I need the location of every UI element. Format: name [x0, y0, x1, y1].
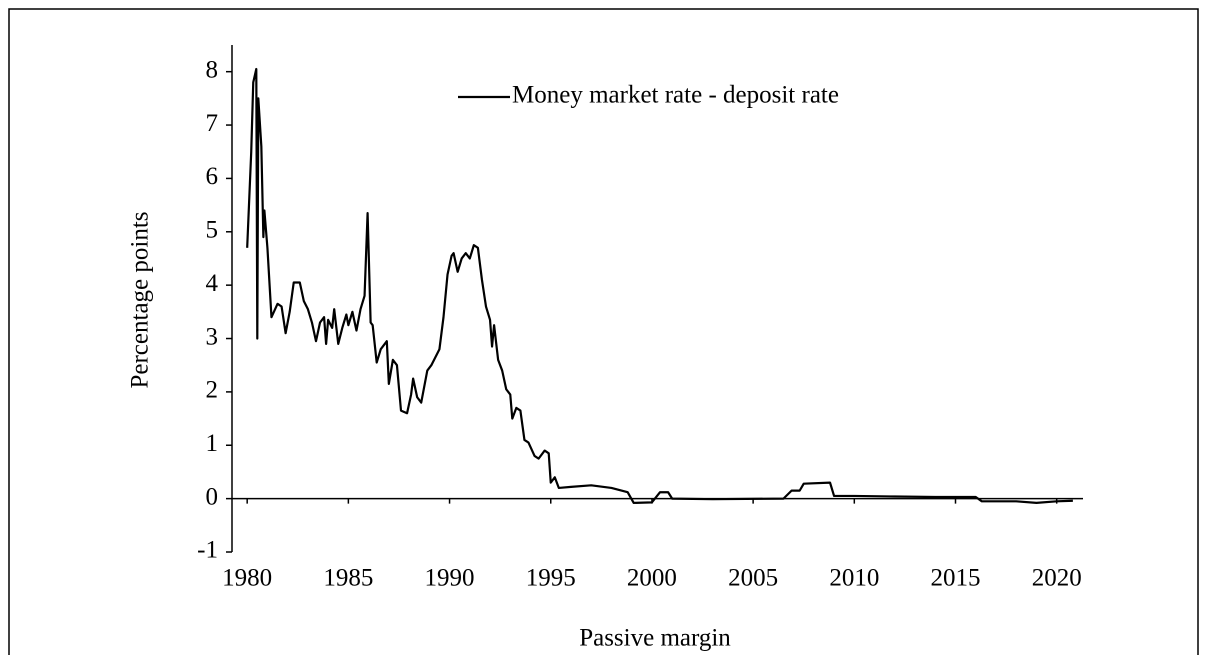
- x-tick-label: 2005: [728, 565, 778, 592]
- data-line: [246, 67, 1073, 504]
- y-axis-label: Percentage points: [127, 211, 154, 388]
- y-tick-label: 8: [206, 56, 219, 83]
- y-tick-label: 4: [206, 270, 219, 297]
- x-tick-label: 2015: [931, 565, 981, 592]
- x-tick-label: 2020: [1032, 565, 1082, 592]
- x-tick-label: 1990: [425, 565, 475, 592]
- y-tick-label: 1: [206, 430, 219, 457]
- y-tick-label: 2: [206, 377, 219, 404]
- y-tick-label: 0: [206, 483, 219, 510]
- y-tick-label: -1: [197, 537, 218, 564]
- x-tick-label: 1980: [222, 565, 272, 592]
- y-tick-label: 7: [206, 110, 219, 137]
- x-axis-label: Passive margin: [579, 625, 731, 652]
- x-tick-label: 2000: [627, 565, 677, 592]
- x-tick-label: 1995: [526, 565, 576, 592]
- y-tick-label: 5: [206, 217, 219, 244]
- x-tick-label: 2010: [829, 565, 879, 592]
- legend-label: Money market rate - deposit rate: [512, 82, 839, 109]
- y-tick-label: 3: [206, 323, 219, 350]
- frame: [8, 8, 1199, 655]
- y-tick-label: 6: [206, 163, 219, 190]
- x-tick-label: 1985: [323, 565, 373, 592]
